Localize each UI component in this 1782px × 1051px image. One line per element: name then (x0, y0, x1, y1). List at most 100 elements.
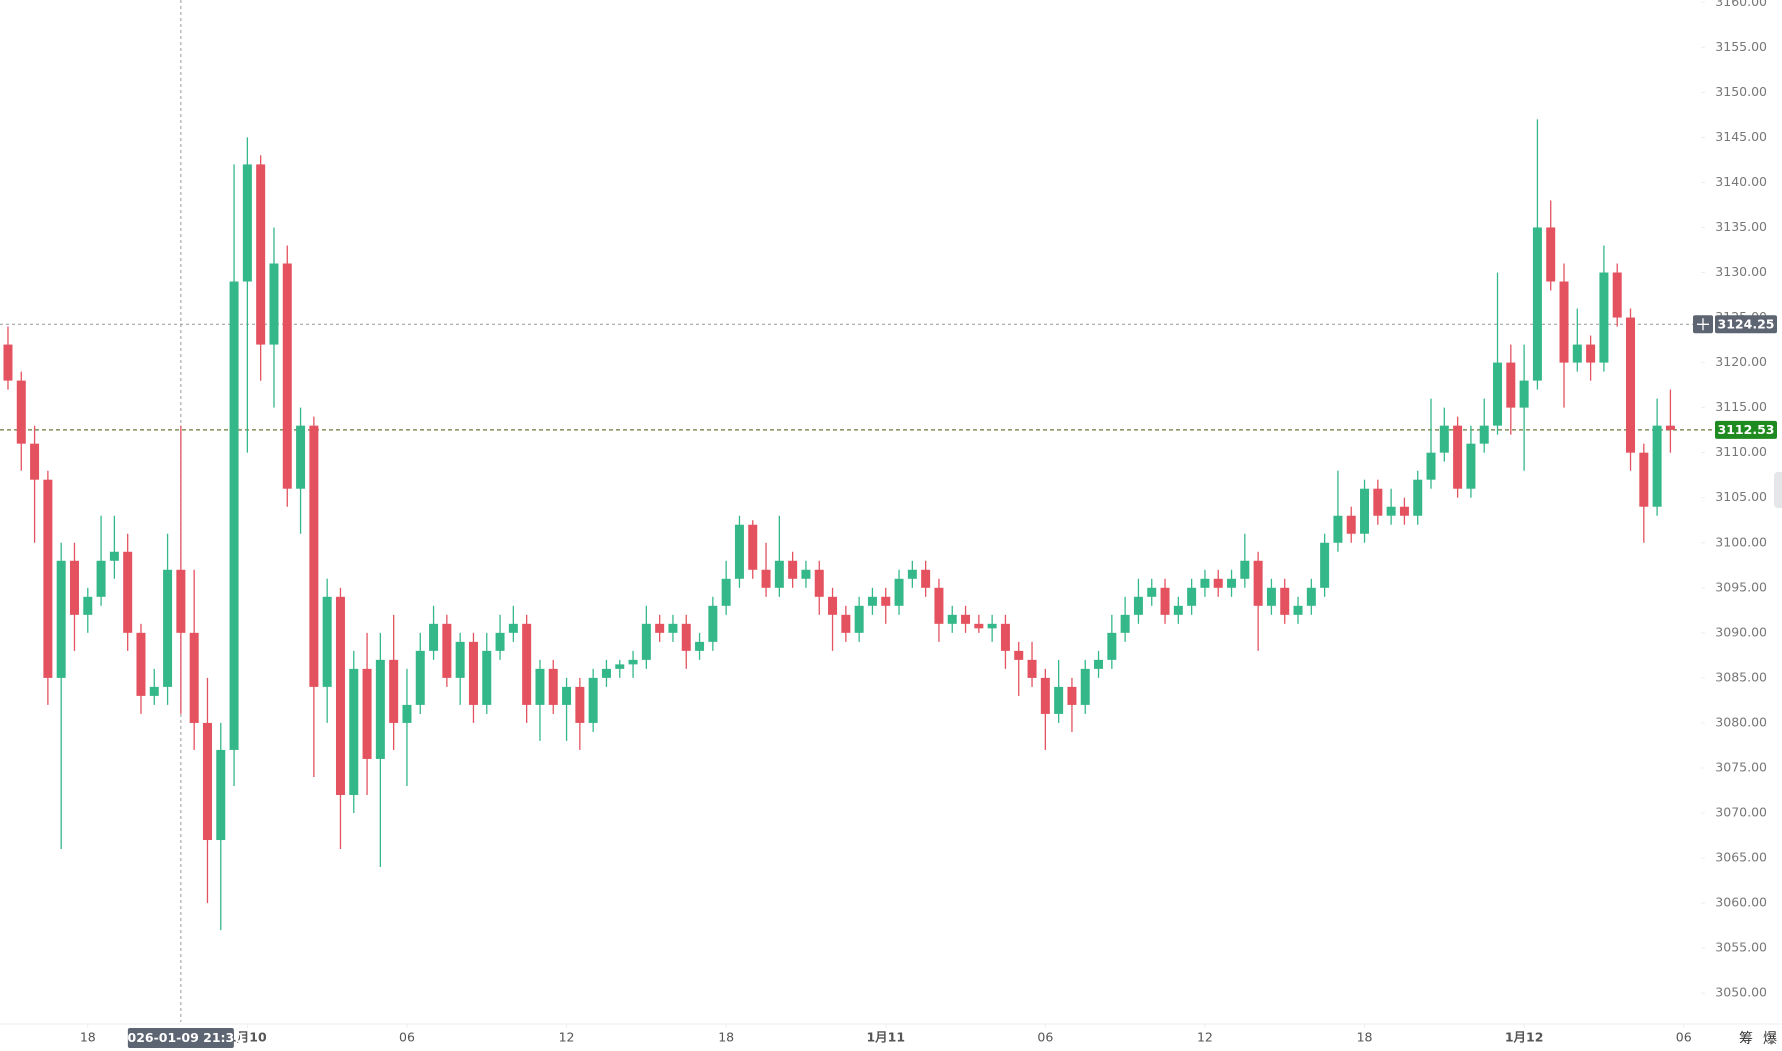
y-tick-label: 3160.00 (1715, 0, 1767, 9)
candle-body (482, 650, 492, 705)
candle-body (1240, 560, 1250, 579)
candle-body (974, 623, 984, 629)
candle-body (1386, 506, 1396, 516)
candle-body (1054, 686, 1064, 714)
candle-body (1080, 668, 1090, 705)
candle-body (1147, 587, 1157, 597)
candle-body (961, 614, 971, 624)
candle-body (1360, 488, 1370, 534)
y-tick-label: 3055.00 (1715, 940, 1767, 955)
candle-body (801, 569, 811, 579)
candle-body (1000, 623, 1010, 651)
candle-body (362, 668, 372, 759)
candle-body (402, 704, 412, 723)
candle-body (1253, 560, 1263, 606)
crosshair-add-icon (1697, 318, 1709, 331)
candle-body (3, 344, 13, 381)
candle-body (548, 668, 558, 705)
candle-body (921, 569, 931, 588)
candle-body (1227, 578, 1237, 588)
candle-body (1200, 578, 1210, 588)
candle-body (1519, 380, 1529, 408)
candle-body (601, 668, 611, 678)
candle-body (1479, 425, 1489, 444)
candle-body (149, 686, 159, 696)
candle-body (641, 623, 651, 660)
toolbar-button[interactable]: 筹 (1739, 1030, 1753, 1047)
candle-body (854, 605, 864, 633)
candle-body (1213, 578, 1223, 588)
candle-body (1133, 596, 1143, 615)
candle-body (1626, 317, 1636, 453)
candle-body (1160, 587, 1170, 615)
last-price-box (1715, 420, 1777, 439)
candle-body (30, 443, 40, 480)
candle-body (562, 686, 572, 705)
candle-body (375, 659, 385, 759)
candle-body (1280, 587, 1290, 615)
candle-body (907, 569, 917, 579)
candle-body (429, 623, 439, 651)
candle-body (615, 664, 625, 669)
y-tick-label: 3075.00 (1715, 759, 1767, 774)
y-tick-label: 3145.00 (1715, 129, 1767, 144)
y-tick-label: 3090.00 (1715, 624, 1767, 639)
candle-body (415, 650, 425, 705)
y-tick-label: 3140.00 (1715, 174, 1767, 189)
candle-body (1107, 632, 1117, 660)
candle-body (588, 677, 598, 723)
candle-body (1320, 542, 1330, 588)
y-tick-label: 3110.00 (1715, 444, 1767, 459)
candle-body (1426, 452, 1436, 480)
candle-body (1027, 659, 1037, 678)
x-tick-label: 1月10 (228, 1030, 267, 1045)
candle-body (1506, 362, 1516, 408)
candle-body (16, 380, 26, 444)
candle-body (389, 659, 399, 723)
y-tick-label: 3085.00 (1715, 669, 1767, 684)
candle-body (1612, 272, 1622, 318)
candle-body (56, 560, 66, 678)
candle-body (575, 686, 585, 723)
candle-body (309, 425, 319, 687)
candle-body (761, 569, 771, 588)
y-tick-label: 3115.00 (1715, 399, 1767, 414)
candle-body (1173, 605, 1183, 615)
y-tick-label: 3155.00 (1715, 39, 1767, 54)
candle-body (508, 623, 518, 633)
candle-body (867, 596, 877, 606)
candle-body (136, 632, 146, 696)
candle-body (1639, 452, 1649, 507)
candle-body (894, 578, 904, 606)
y-tick-label: 3100.00 (1715, 534, 1767, 549)
crosshair-price-label: 3124.25 (1718, 316, 1775, 331)
candle-body (282, 263, 292, 489)
y-tick-label: 3050.00 (1715, 985, 1767, 1000)
crosshair-price-box (1715, 315, 1777, 334)
candle-body (814, 569, 824, 597)
candle-body (788, 560, 798, 579)
y-tick-label: 3105.00 (1715, 489, 1767, 504)
candle-body (123, 551, 133, 633)
candle-body (628, 659, 638, 665)
candle-body (681, 623, 691, 651)
candle-body (335, 596, 345, 795)
candle-body (216, 749, 226, 841)
x-tick-label: 1月11 (866, 1030, 905, 1045)
candle-body (841, 614, 851, 633)
candle-body (934, 587, 944, 624)
toolbar-button[interactable]: 爆 (1763, 1031, 1777, 1047)
candle-body (242, 164, 252, 282)
candle-body (1266, 587, 1276, 606)
candle-body (734, 524, 744, 579)
y-tick-label: 3065.00 (1715, 850, 1767, 865)
candle-body (189, 632, 199, 723)
candle-body (1586, 344, 1596, 363)
x-tick-label: 18 (718, 1030, 734, 1045)
candle-body (349, 668, 359, 795)
candle-body (947, 614, 957, 624)
candle-body (69, 560, 79, 615)
candle-body (1306, 587, 1316, 606)
candle-body (535, 668, 545, 705)
